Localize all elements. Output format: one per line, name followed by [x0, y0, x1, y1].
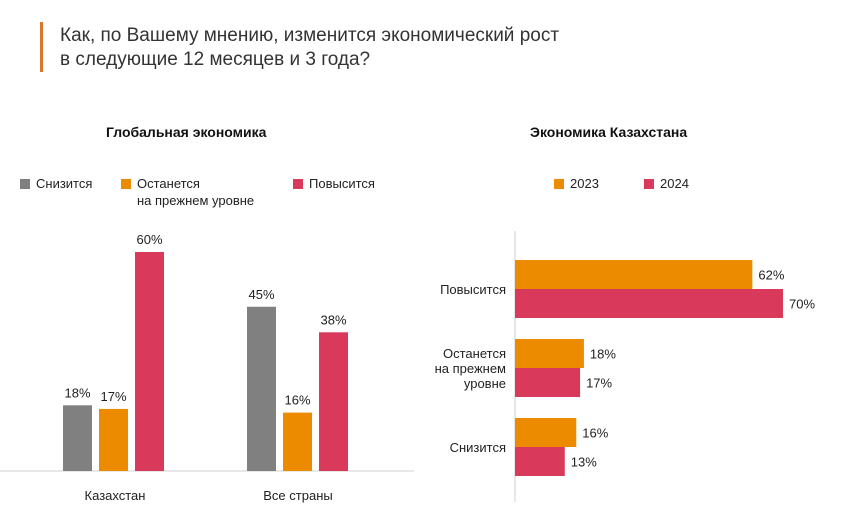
bar-all-countries-increase	[319, 332, 348, 471]
bar-increase-2023	[515, 260, 753, 289]
data-label: 60%	[136, 232, 162, 247]
legend-swatch-increase	[293, 179, 303, 189]
kz-chart-legend: 2023 2024	[554, 175, 754, 195]
y-tick-label: уровне	[464, 376, 506, 391]
legend-swatch-2023	[554, 179, 564, 189]
legend-label-decrease: Снизится	[36, 176, 93, 191]
page-title-line-2: в следующие 12 месяцев и 3 года?	[60, 49, 371, 70]
legend-label-same-line1: Останется	[137, 176, 200, 191]
kz-chart-title: Экономика Казахстана	[530, 124, 688, 140]
data-label: 18%	[590, 347, 616, 362]
data-label: 16%	[582, 426, 608, 441]
bar-kazakhstan-increase	[135, 252, 164, 471]
global-chart-legend: Снизится Останется на прежнем уровне Пов…	[20, 175, 420, 215]
y-tick-label: на прежнем	[435, 361, 506, 376]
global-chart-title: Глобальная экономика	[106, 124, 267, 140]
bar-all-countries-same	[283, 412, 312, 471]
y-tick-label: Останется	[443, 346, 506, 361]
legend-label-increase: Повысится	[309, 176, 375, 191]
bar-increase-2024	[515, 289, 783, 318]
y-tick-label: Повысится	[440, 282, 506, 297]
data-label: 62%	[758, 268, 784, 283]
data-label: 38%	[320, 312, 346, 327]
bar-kazakhstan-decrease	[63, 405, 92, 471]
x-tick-label: Казахстан	[85, 488, 146, 503]
bar-same-2024	[515, 368, 581, 397]
data-label: 13%	[571, 455, 597, 470]
y-tick-label: Снизится	[450, 440, 506, 455]
data-label: 70%	[789, 297, 815, 312]
data-label: 45%	[248, 287, 274, 302]
bar-same-2023	[515, 339, 584, 368]
legend-label-2024: 2024	[660, 176, 689, 191]
bar-decrease-2023	[515, 418, 577, 447]
legend-swatch-decrease	[20, 179, 30, 189]
page-title: Как, по Вашему мнению, изменится экономи…	[60, 24, 660, 72]
bar-all-countries-decrease	[247, 306, 276, 471]
bar-kazakhstan-same	[99, 408, 128, 471]
legend-label-2023: 2023	[570, 176, 599, 191]
data-label: 17%	[586, 376, 612, 391]
data-label: 16%	[284, 393, 310, 408]
x-tick-label: Все страны	[263, 488, 332, 503]
legend-label-same-line2: на прежнем уровне	[137, 193, 255, 208]
data-label: 18%	[64, 385, 90, 400]
data-label: 17%	[100, 389, 126, 404]
global-economy-chart: 18% 17% 60% Казахстан 45% 16% 38% Все страны	[0, 232, 414, 503]
legend-swatch-same	[121, 179, 131, 189]
bar-decrease-2024	[515, 447, 565, 476]
title-accent-bar	[40, 22, 43, 72]
legend-swatch-2024	[644, 179, 654, 189]
page-title-line-1: Как, по Вашему мнению, изменится экономи…	[60, 25, 560, 46]
